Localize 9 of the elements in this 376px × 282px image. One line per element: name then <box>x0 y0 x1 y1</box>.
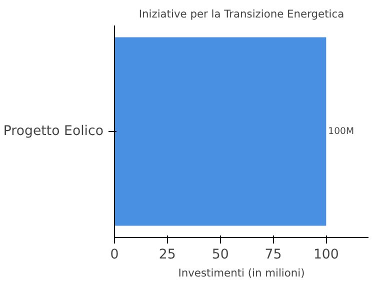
x-tick-label: 100 <box>313 248 339 262</box>
x-tick-label: 0 <box>110 248 119 262</box>
y-tick-label: Progetto Eolico <box>3 124 104 139</box>
x-tick-label: 50 <box>212 248 229 262</box>
chart-title: Iniziative per la Transizione Energetica <box>138 8 344 20</box>
data-label: 100M <box>328 126 354 137</box>
x-tick-label: 25 <box>158 248 176 262</box>
x-axis-title: Investimenti (in milioni) <box>178 266 305 280</box>
x-tick-label: 75 <box>264 248 282 262</box>
